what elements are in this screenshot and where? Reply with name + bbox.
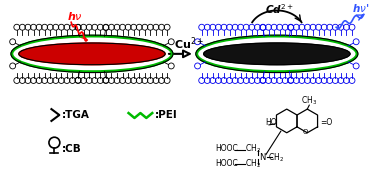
Text: Cu$^{2+}$: Cu$^{2+}$ (174, 36, 204, 52)
Text: :TGA: :TGA (62, 110, 90, 120)
Text: CH$_2$: CH$_2$ (268, 151, 284, 164)
Text: :PEI: :PEI (155, 110, 178, 120)
Text: CH$_3$: CH$_3$ (301, 94, 317, 107)
Text: N: N (259, 153, 265, 162)
Text: CH$_2$: CH$_2$ (245, 157, 261, 170)
Text: h$\nu$: h$\nu$ (67, 10, 83, 22)
Ellipse shape (204, 43, 350, 65)
Ellipse shape (19, 43, 165, 65)
Text: HOOC: HOOC (216, 144, 238, 153)
Text: Cd$^{2+}$: Cd$^{2+}$ (265, 3, 294, 16)
Text: =O: =O (320, 118, 332, 127)
Text: HOOC: HOOC (216, 159, 238, 168)
Text: :CB: :CB (62, 144, 82, 153)
Text: CH$_2$: CH$_2$ (245, 142, 261, 155)
Text: HO: HO (265, 118, 277, 127)
Text: O: O (303, 129, 308, 135)
Text: h$\nu$': h$\nu$' (352, 2, 369, 14)
